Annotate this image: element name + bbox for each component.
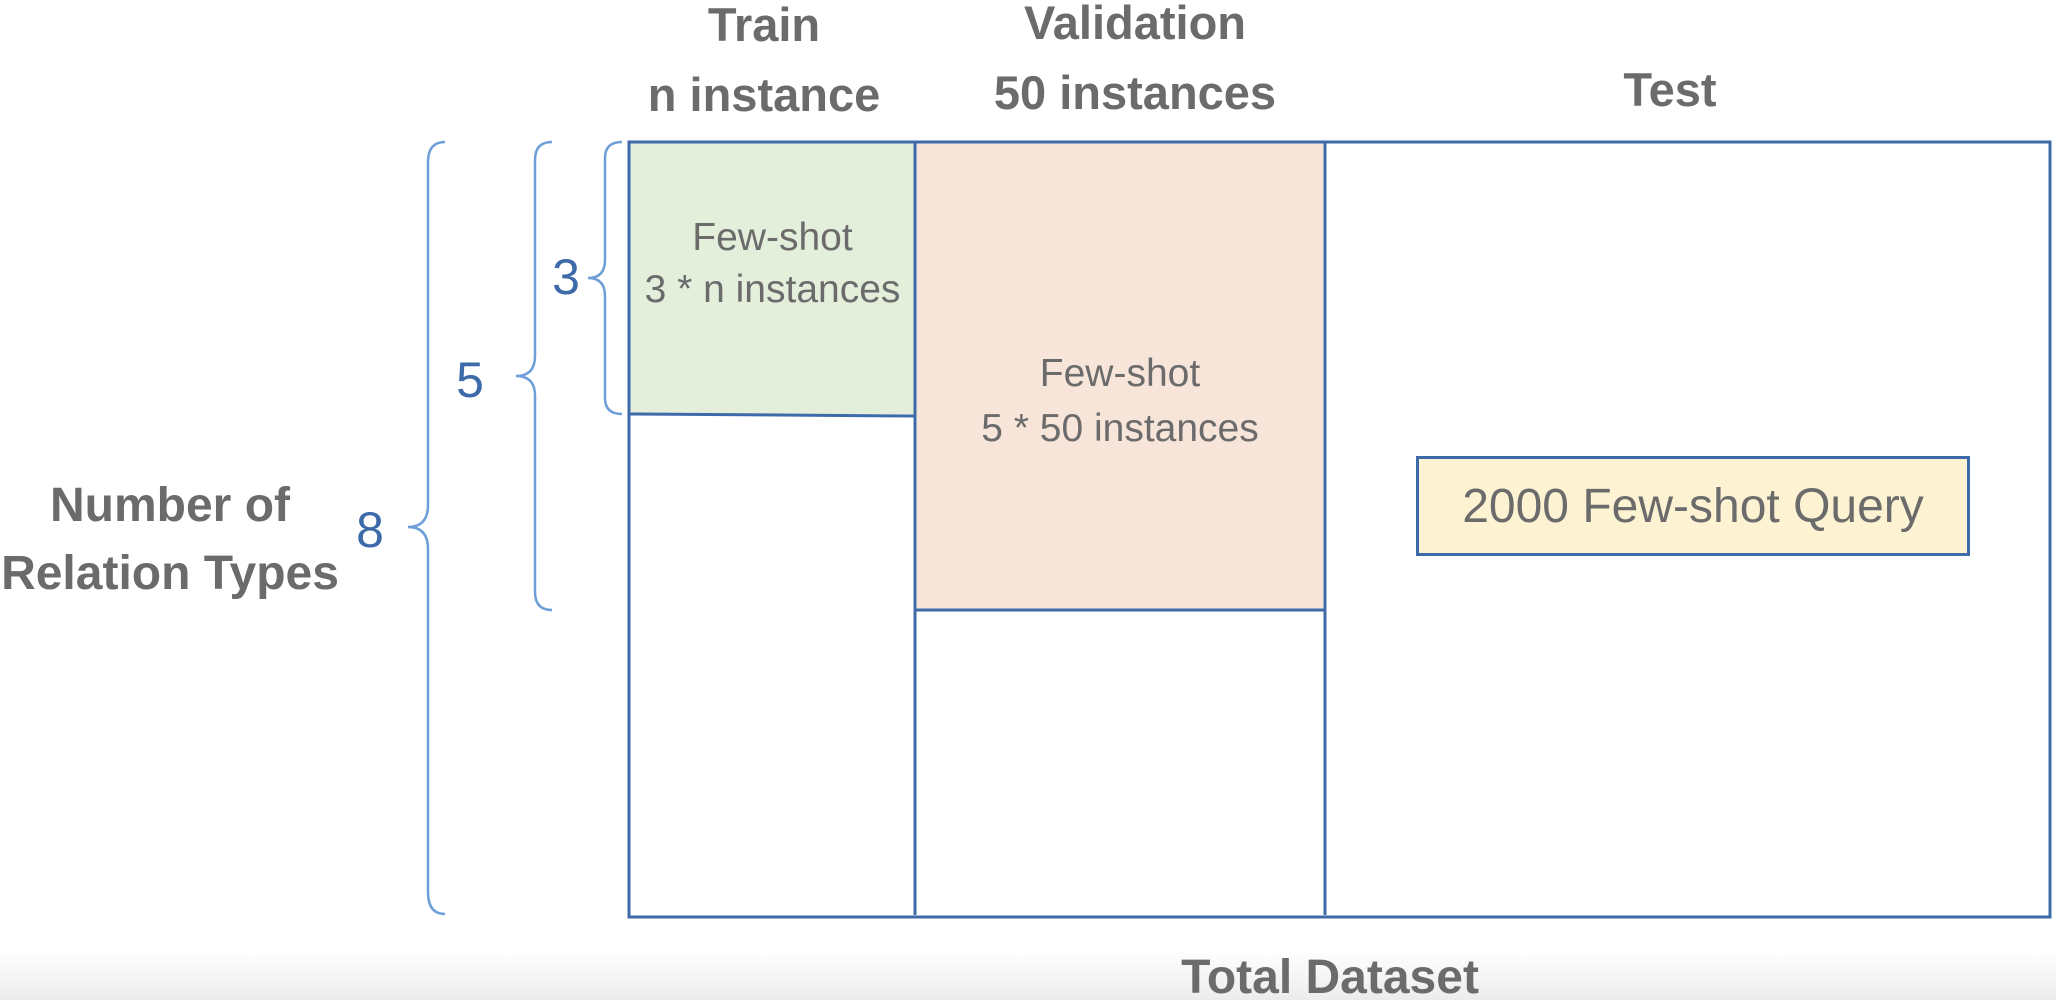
header-test-line1: Test bbox=[1623, 63, 1717, 116]
brace-validation-relations-icon bbox=[515, 140, 553, 612]
total-dataset-title: Total Dataset bbox=[1181, 951, 1479, 1000]
validation-fewshot-label: Few-shot 5 * 50 instances bbox=[915, 346, 1325, 456]
validation-fewshot-region bbox=[915, 142, 1325, 610]
total-dataset-border bbox=[627, 140, 2052, 919]
brace-total-relations-icon bbox=[407, 140, 446, 916]
count-train-relations: 3 bbox=[552, 249, 580, 305]
count-validation-relations: 5 bbox=[456, 352, 484, 408]
test-query-box: 2000 Few-shot Query bbox=[1416, 456, 1970, 556]
brace-train-relations-icon bbox=[587, 140, 623, 416]
header-train-line1: Train bbox=[707, 0, 821, 51]
header-validation-line1: Validation bbox=[1024, 0, 1246, 49]
header-test: Test bbox=[1570, 55, 1770, 125]
header-train: Train n instance bbox=[629, 0, 899, 130]
y-axis-title-line2: Relation Types bbox=[1, 547, 339, 600]
count-total-relations: 8 bbox=[356, 502, 384, 558]
divider-train-fewshot-bottom bbox=[628, 412, 916, 418]
header-validation: Validation 50 instances bbox=[960, 0, 1310, 128]
header-train-line2: n instance bbox=[647, 68, 881, 121]
train-fewshot-label: Few-shot 3 * n instances bbox=[630, 212, 915, 316]
header-validation-line2: 50 instances bbox=[993, 66, 1277, 119]
train-fewshot-region bbox=[630, 142, 915, 414]
train-fewshot-line1: Few-shot bbox=[692, 216, 853, 259]
validation-fewshot-line2: 5 * 50 instances bbox=[981, 407, 1259, 450]
train-fewshot-line2: 3 * n instances bbox=[644, 268, 901, 311]
validation-fewshot-line1: Few-shot bbox=[1039, 352, 1201, 395]
y-axis-title-line1: Number of bbox=[50, 479, 290, 532]
y-axis-title: Number of Relation Types bbox=[0, 472, 355, 608]
bottom-shade bbox=[0, 950, 2056, 1000]
